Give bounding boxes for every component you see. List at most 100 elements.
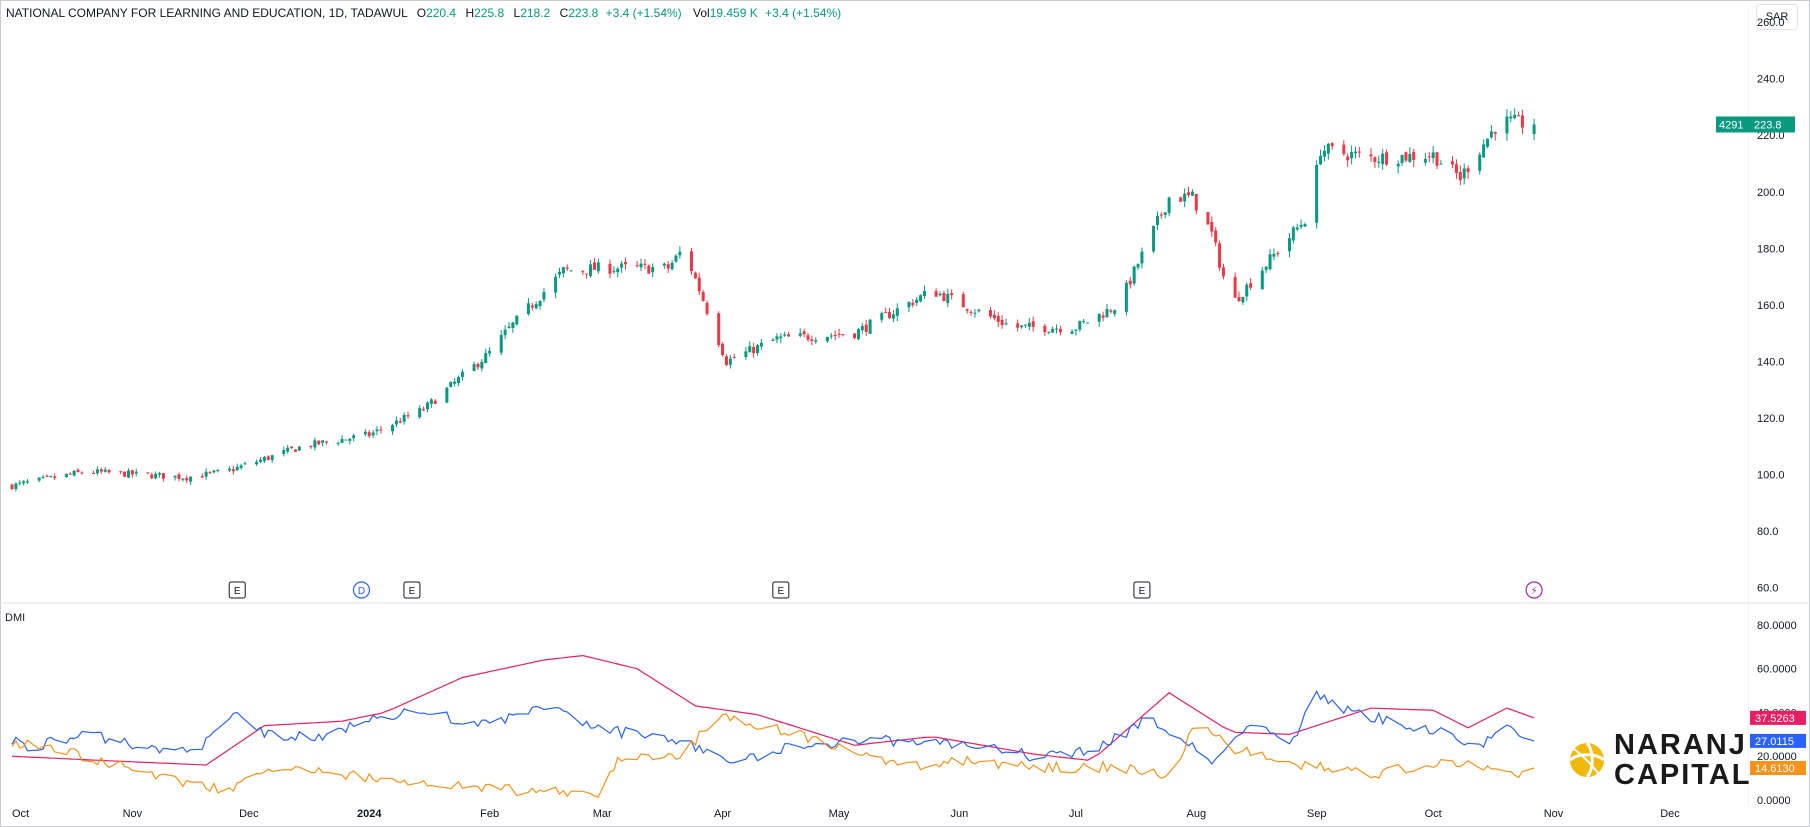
candle[interactable]: [1505, 109, 1509, 141]
candle[interactable]: [200, 473, 204, 478]
candle[interactable]: [1517, 111, 1521, 117]
dmi-indicator-label[interactable]: DMI: [5, 612, 26, 624]
candle[interactable]: [1016, 319, 1020, 332]
candle[interactable]: [391, 423, 395, 435]
candle[interactable]: [453, 377, 457, 387]
event-marker-dividend[interactable]: D: [352, 581, 371, 599]
candle[interactable]: [1299, 219, 1303, 230]
candle[interactable]: [592, 257, 596, 270]
candle[interactable]: [18, 480, 22, 486]
candle[interactable]: [64, 473, 68, 478]
candle[interactable]: [22, 480, 26, 486]
candle[interactable]: [126, 468, 130, 479]
candle[interactable]: [1074, 328, 1078, 336]
candle[interactable]: [589, 259, 593, 278]
candle[interactable]: [1326, 142, 1330, 160]
candle[interactable]: [262, 455, 266, 464]
candle[interactable]: [1350, 145, 1354, 165]
candle[interactable]: [1249, 278, 1253, 291]
candle[interactable]: [103, 467, 107, 473]
candle[interactable]: [907, 301, 911, 313]
candle[interactable]: [623, 257, 627, 270]
candle[interactable]: [515, 315, 519, 326]
candle[interactable]: [1268, 248, 1272, 271]
candle[interactable]: [130, 469, 134, 478]
candle[interactable]: [853, 332, 857, 340]
candle[interactable]: [212, 469, 216, 474]
candle[interactable]: [266, 455, 270, 461]
candle[interactable]: [1287, 232, 1291, 258]
candle[interactable]: [810, 335, 814, 346]
candle[interactable]: [344, 439, 348, 441]
candle[interactable]: [1346, 153, 1350, 167]
candle[interactable]: [798, 328, 802, 338]
candle[interactable]: [1051, 326, 1055, 333]
candle[interactable]: [150, 472, 154, 480]
candle[interactable]: [922, 285, 926, 299]
candle[interactable]: [635, 261, 639, 268]
candle[interactable]: [290, 446, 294, 449]
candle[interactable]: [119, 470, 123, 475]
candle[interactable]: [833, 330, 837, 341]
candle[interactable]: [449, 381, 453, 388]
candle[interactable]: [379, 425, 383, 434]
candle[interactable]: [45, 474, 49, 478]
candle[interactable]: [919, 294, 923, 303]
candle[interactable]: [445, 386, 449, 404]
currency-button[interactable]: SAR: [1756, 4, 1798, 30]
candle[interactable]: [511, 321, 515, 333]
candle[interactable]: [1190, 189, 1194, 196]
candle[interactable]: [1082, 318, 1086, 324]
candle[interactable]: [1319, 149, 1323, 166]
candle[interactable]: [185, 475, 189, 483]
candle[interactable]: [1509, 111, 1513, 123]
candle[interactable]: [146, 472, 150, 475]
candle[interactable]: [977, 308, 981, 313]
candle[interactable]: [771, 338, 775, 342]
candle[interactable]: [717, 311, 721, 348]
candle[interactable]: [965, 308, 969, 314]
candle[interactable]: [398, 418, 402, 424]
candle[interactable]: [950, 289, 954, 300]
candle[interactable]: [1315, 160, 1319, 229]
candle[interactable]: [123, 471, 127, 478]
candle[interactable]: [856, 327, 860, 341]
candle[interactable]: [1218, 240, 1222, 271]
candle[interactable]: [1214, 227, 1218, 247]
candle[interactable]: [1031, 316, 1035, 332]
candle[interactable]: [1439, 160, 1443, 165]
candle[interactable]: [1086, 322, 1090, 324]
candle[interactable]: [259, 457, 263, 464]
candle[interactable]: [227, 466, 231, 472]
candle[interactable]: [1412, 148, 1416, 168]
candle[interactable]: [507, 322, 511, 329]
candle[interactable]: [1373, 156, 1377, 169]
candle[interactable]: [666, 261, 670, 273]
candle[interactable]: [1291, 225, 1295, 244]
candle[interactable]: [596, 258, 600, 274]
candle[interactable]: [208, 471, 212, 475]
candle[interactable]: [161, 473, 165, 482]
candle[interactable]: [616, 267, 620, 278]
candle[interactable]: [1400, 154, 1404, 167]
event-marker-earnings[interactable]: E: [1133, 581, 1151, 599]
candle[interactable]: [775, 333, 779, 344]
candle[interactable]: [1520, 109, 1524, 135]
candle[interactable]: [542, 287, 546, 303]
candle[interactable]: [1276, 251, 1280, 257]
candle[interactable]: [1303, 222, 1307, 227]
candle[interactable]: [367, 430, 371, 439]
candle[interactable]: [557, 267, 561, 279]
candle[interactable]: [107, 468, 111, 474]
candle[interactable]: [756, 343, 760, 356]
candle[interactable]: [1435, 151, 1439, 170]
candle[interactable]: [348, 437, 352, 445]
candle[interactable]: [752, 342, 756, 358]
candle[interactable]: [693, 271, 697, 279]
candle[interactable]: [313, 437, 317, 451]
candle[interactable]: [95, 466, 99, 476]
candle[interactable]: [569, 270, 573, 272]
candle[interactable]: [76, 467, 80, 473]
candle[interactable]: [1027, 317, 1031, 331]
candle[interactable]: [969, 310, 973, 316]
